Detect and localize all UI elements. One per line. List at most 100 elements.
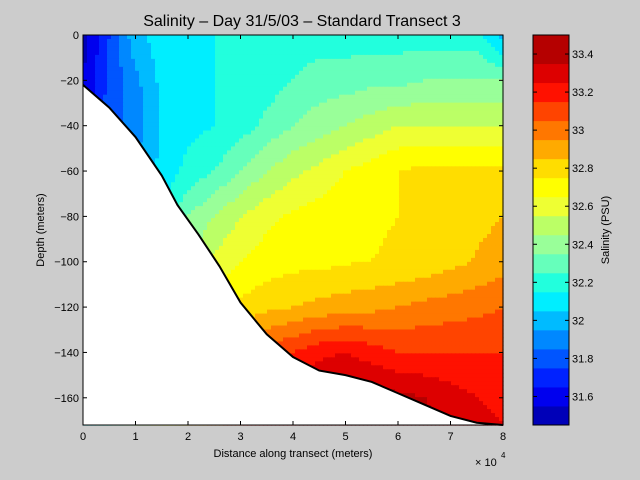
salinity-cell [191,66,196,72]
salinity-cell [327,118,332,124]
salinity-cell [419,138,424,144]
salinity-cell [387,166,392,171]
salinity-cell [151,78,156,84]
salinity-cell [123,110,128,116]
salinity-cell [167,182,172,187]
salinity-cell [303,122,308,128]
salinity-cell [319,222,324,227]
salinity-cell [175,122,180,128]
salinity-cell [103,86,108,92]
salinity-cell [131,102,136,108]
salinity-cell [331,106,336,112]
salinity-cell [415,214,420,219]
salinity-cell [191,54,196,60]
salinity-cell [415,35,420,40]
salinity-cell [243,82,248,88]
salinity-cell [183,78,188,84]
salinity-cell [499,210,504,215]
salinity-cell [423,158,428,163]
salinity-cell [323,174,328,179]
salinity-cell [451,94,456,100]
salinity-cell [351,58,356,64]
salinity-cell [411,126,416,132]
salinity-cell [135,90,140,96]
salinity-cell [363,82,368,88]
salinity-cell [87,62,92,68]
salinity-cell [311,114,316,120]
salinity-cell [263,142,268,148]
salinity-cell [307,222,312,227]
salinity-cell [215,162,220,167]
salinity-cell [399,58,404,64]
salinity-cell [263,182,268,187]
salinity-cell [411,38,416,44]
salinity-cell [203,218,208,223]
salinity-cell [479,70,484,76]
salinity-cell [467,174,472,179]
salinity-cell [403,206,408,211]
salinity-cell [275,198,280,203]
salinity-cell [451,86,456,92]
salinity-cell [351,206,356,211]
salinity-cell [431,38,436,44]
salinity-cell [135,70,140,76]
salinity-cell [183,150,188,155]
salinity-cell [475,198,480,203]
salinity-cell [335,202,340,207]
salinity-cell [243,178,248,183]
salinity-cell [223,190,228,195]
salinity-cell [171,74,176,80]
salinity-cell [283,202,288,207]
salinity-cell [419,186,424,191]
salinity-cell [283,50,288,56]
salinity-cell [399,50,404,56]
salinity-cell [139,90,144,96]
salinity-cell [159,106,164,112]
salinity-cell [183,35,188,40]
salinity-cell [231,202,236,207]
salinity-cell [235,78,240,84]
salinity-cell [339,50,344,56]
salinity-cell [247,162,252,167]
salinity-cell [479,82,484,88]
salinity-cell [363,198,368,203]
salinity-cell [379,170,384,175]
salinity-cell [295,130,300,136]
salinity-cell [375,162,380,167]
salinity-cell [247,222,252,227]
salinity-cell [451,146,456,152]
salinity-cell [395,190,400,195]
salinity-cell [475,78,480,84]
salinity-cell [199,154,204,159]
salinity-cell [319,154,324,159]
salinity-cell [235,42,240,48]
salinity-cell [163,62,168,68]
salinity-cell [227,114,232,120]
salinity-cell [363,106,368,112]
salinity-cell [411,158,416,163]
salinity-cell [247,82,252,88]
salinity-cell [227,170,232,175]
salinity-cell [235,126,240,132]
salinity-cell [263,222,268,227]
salinity-cell [435,98,440,104]
salinity-cell [227,218,232,223]
salinity-cell [259,102,264,108]
salinity-cell [287,206,292,211]
salinity-cell [195,142,200,148]
salinity-cell [207,214,212,219]
salinity-cell [87,35,92,40]
salinity-cell [371,166,376,171]
salinity-cell [323,70,328,76]
salinity-cell [291,182,296,187]
salinity-cell [147,138,152,144]
salinity-cell [495,166,500,171]
salinity-cell [171,174,176,179]
salinity-cell [443,178,448,183]
salinity-cell [203,86,208,92]
salinity-cell [219,122,224,128]
salinity-cell [415,42,420,48]
salinity-cell [411,218,416,223]
salinity-cell [227,106,232,112]
salinity-cell [255,182,260,187]
